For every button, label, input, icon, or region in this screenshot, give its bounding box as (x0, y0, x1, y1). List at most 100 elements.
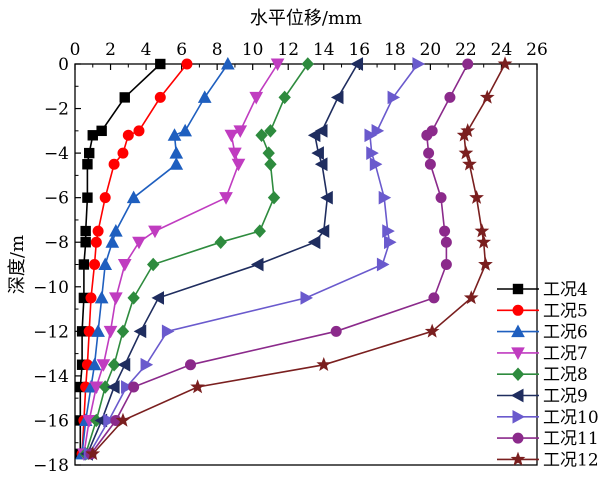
x-tick-label: 0 (70, 40, 81, 60)
legend-item: 工况10 (497, 408, 599, 428)
data-point (228, 147, 242, 161)
data-point (89, 381, 104, 395)
series-line (81, 63, 229, 454)
data-point (267, 190, 281, 205)
y-tick-label: −10 (33, 278, 69, 298)
data-point (307, 128, 321, 143)
data-point (132, 236, 146, 250)
data-point (479, 89, 495, 104)
data-point (412, 57, 425, 71)
legend-label: 工况9 (543, 387, 588, 407)
data-point (278, 90, 291, 105)
series-group (77, 58, 285, 461)
legend-label: 工况8 (543, 365, 588, 385)
data-point (128, 381, 140, 393)
data-point (115, 412, 131, 427)
data-point (140, 357, 154, 372)
data-point (300, 291, 314, 305)
data-point (103, 413, 116, 428)
data-point (366, 146, 379, 160)
data-point (350, 57, 364, 71)
y-tick-label: −2 (44, 100, 69, 120)
data-point (463, 290, 479, 305)
data-point (90, 236, 102, 248)
legend-label: 工况11 (543, 429, 599, 449)
data-point (250, 257, 264, 272)
data-point (87, 357, 102, 371)
legend-label: 工况4 (543, 280, 588, 300)
data-point (155, 58, 166, 70)
data-point (378, 190, 392, 205)
data-point (116, 324, 130, 339)
data-point (424, 323, 440, 338)
data-point (316, 357, 332, 372)
data-point (84, 147, 95, 159)
x-tick-label: 24 (491, 40, 513, 60)
data-point (270, 58, 285, 72)
x-tick-label: 18 (384, 40, 406, 60)
data-point (314, 157, 328, 172)
data-point (87, 130, 98, 141)
data-point (316, 224, 330, 238)
data-point (428, 292, 440, 304)
data-point (249, 91, 264, 105)
data-point (462, 58, 474, 70)
y-axis-title: 深度/m (7, 235, 28, 294)
data-point (92, 225, 104, 237)
data-point (117, 147, 129, 159)
data-point (510, 451, 526, 466)
data-point (382, 224, 395, 238)
series-line (81, 63, 188, 454)
legend-item: 工况12 (497, 450, 599, 470)
x-tick-label: 6 (176, 40, 187, 60)
data-point (512, 283, 524, 295)
data-point (476, 234, 492, 249)
data-point (78, 259, 90, 270)
series-lines (75, 56, 513, 461)
data-point (311, 146, 324, 160)
y-tick-label: −14 (33, 367, 69, 387)
data-point (178, 123, 193, 137)
data-point (330, 90, 344, 105)
data-point (83, 325, 95, 337)
data-point (474, 223, 490, 238)
data-point (320, 190, 333, 205)
legend-item: 工况7 (497, 344, 588, 364)
data-point (440, 259, 452, 270)
data-point (511, 367, 525, 381)
legend-label: 工况12 (543, 450, 599, 470)
x-tick-label: 12 (277, 40, 299, 60)
data-point (497, 56, 513, 71)
x-tick-label: 14 (313, 40, 335, 60)
data-point (220, 56, 235, 70)
data-point (103, 325, 118, 339)
legend-item: 工况11 (497, 429, 599, 449)
x-tick-label: 22 (455, 40, 477, 60)
data-point (255, 128, 268, 143)
series-group (75, 56, 235, 460)
data-point (82, 192, 93, 203)
y-tick-label: −12 (33, 322, 69, 342)
data-point (307, 235, 321, 250)
data-point (99, 380, 112, 394)
data-point (421, 129, 433, 141)
data-point (262, 146, 275, 160)
legend-label: 工况6 (543, 323, 588, 343)
series-line (90, 63, 469, 455)
legend-item: 工况5 (497, 301, 588, 321)
data-point (167, 128, 182, 141)
data-point (424, 158, 436, 170)
data-point (121, 380, 134, 394)
data-point (91, 324, 105, 337)
data-point (126, 190, 141, 204)
data-point (314, 123, 328, 138)
data-point (147, 257, 160, 272)
series-line (79, 63, 161, 454)
y-tick-label: −18 (33, 456, 69, 476)
x-tick-label: 4 (141, 40, 152, 60)
data-point (80, 237, 91, 248)
data-point (510, 388, 524, 403)
